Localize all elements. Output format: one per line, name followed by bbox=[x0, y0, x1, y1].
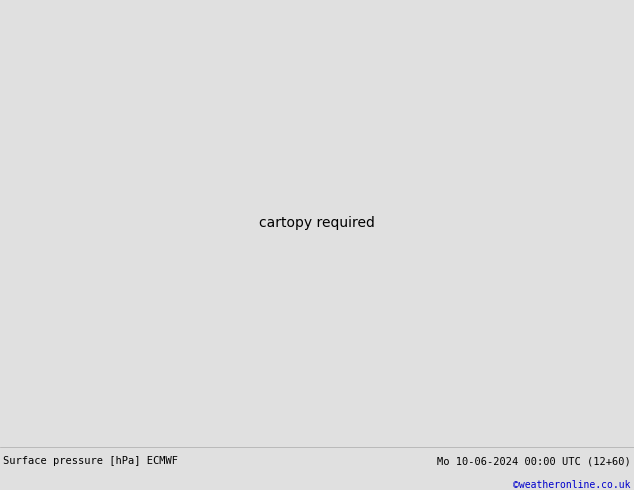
Text: Surface pressure [hPa] ECMWF: Surface pressure [hPa] ECMWF bbox=[3, 456, 178, 466]
Text: ©weatheronline.co.uk: ©weatheronline.co.uk bbox=[514, 480, 631, 490]
Text: Mo 10-06-2024 00:00 UTC (12+60): Mo 10-06-2024 00:00 UTC (12+60) bbox=[437, 456, 631, 466]
Text: cartopy required: cartopy required bbox=[259, 216, 375, 230]
